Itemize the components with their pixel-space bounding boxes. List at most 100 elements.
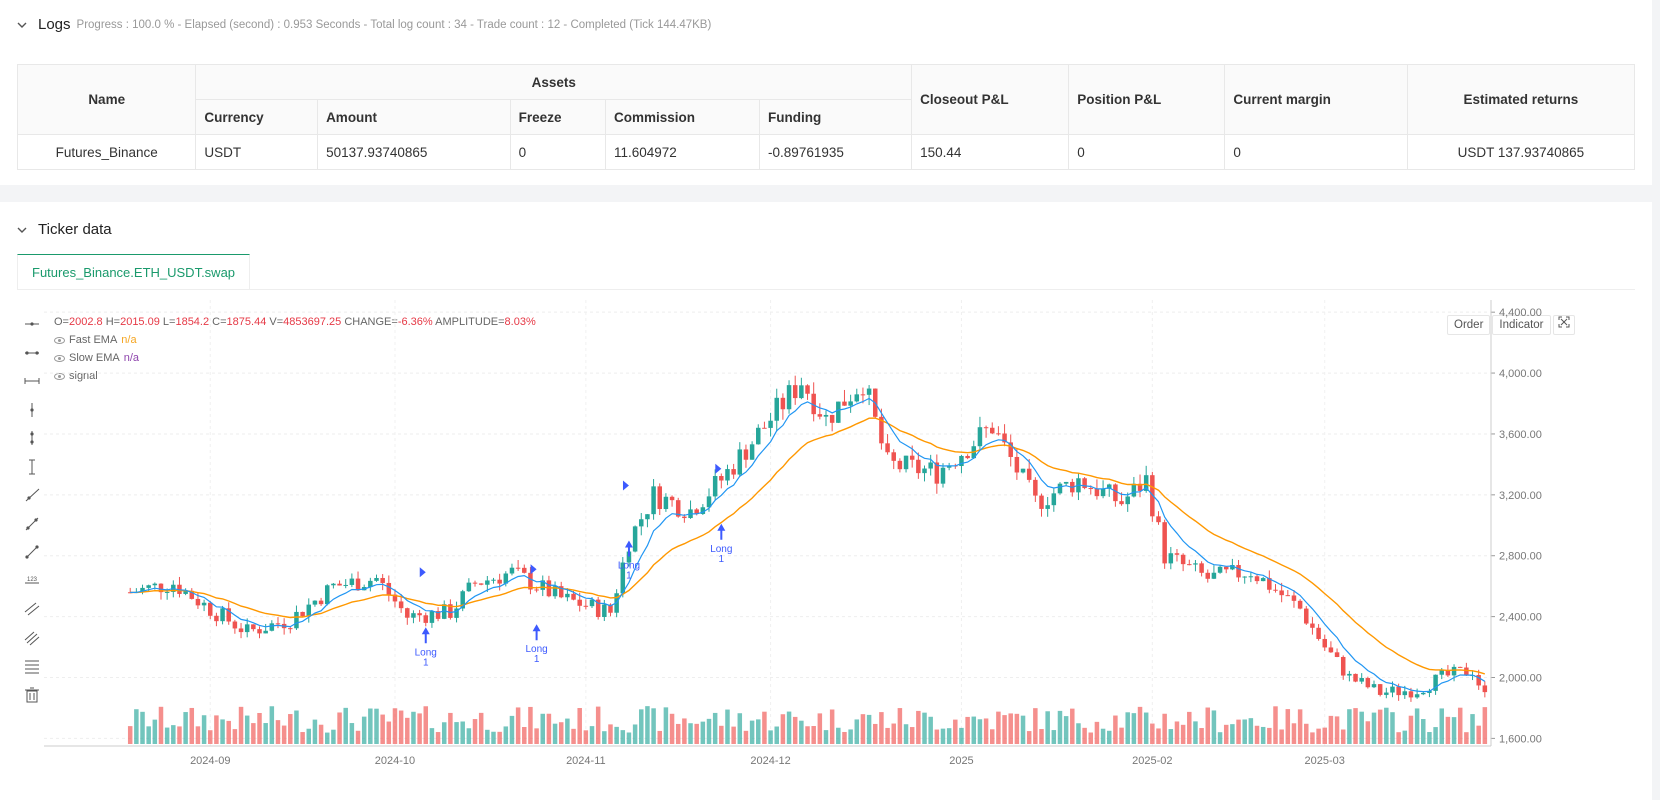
candle-body bbox=[1464, 667, 1469, 676]
candle-body bbox=[1236, 565, 1241, 578]
volume-bar bbox=[238, 706, 244, 744]
volume-bar bbox=[706, 718, 712, 744]
trash-icon[interactable] bbox=[20, 683, 44, 707]
volume-bar bbox=[768, 730, 773, 744]
horizontal-ray-icon[interactable] bbox=[20, 312, 44, 336]
volume-bar bbox=[1236, 719, 1241, 744]
volume-bar bbox=[503, 726, 509, 744]
candle-body bbox=[1371, 684, 1377, 688]
volume-bar bbox=[275, 720, 281, 744]
chart-controls: Order Indicator bbox=[1447, 315, 1575, 335]
segment-icon[interactable] bbox=[20, 540, 44, 564]
candle-body bbox=[675, 500, 681, 517]
ray-icon[interactable] bbox=[20, 483, 44, 507]
vertical-line-icon[interactable] bbox=[20, 426, 44, 450]
slow-ema-line bbox=[130, 417, 1485, 675]
candle-body bbox=[1125, 496, 1130, 505]
volume-bar bbox=[214, 715, 219, 744]
volume-bar bbox=[614, 726, 619, 744]
candle-body bbox=[417, 613, 422, 616]
volume-bar bbox=[989, 729, 995, 744]
candle-body bbox=[1057, 483, 1063, 494]
legend-slow-ema[interactable]: Slow EMA n/a bbox=[54, 349, 536, 367]
candle-body bbox=[1384, 692, 1389, 695]
indicator-button[interactable]: Indicator bbox=[1492, 315, 1551, 335]
candle-body bbox=[164, 591, 170, 593]
candle-body bbox=[700, 507, 706, 514]
candle-body bbox=[595, 599, 601, 618]
tab-eth-usdt-swap[interactable]: Futures_Binance.ETH_USDT.swap bbox=[17, 254, 251, 290]
volume-bar bbox=[294, 710, 299, 744]
logs-header[interactable]: Logs Progress : 100.0 % - Elapsed (secon… bbox=[16, 16, 711, 33]
candle-body bbox=[485, 580, 490, 585]
volume-bar bbox=[780, 714, 786, 744]
header-freeze: Freeze bbox=[509, 99, 606, 135]
candle-body bbox=[651, 486, 656, 515]
vertical-ray-icon[interactable] bbox=[20, 398, 44, 422]
eye-icon[interactable] bbox=[54, 336, 65, 344]
volume-bar bbox=[1057, 710, 1063, 744]
candle-body bbox=[712, 476, 718, 497]
candle-body bbox=[669, 496, 675, 501]
candle-body bbox=[158, 583, 164, 593]
candle-body bbox=[1211, 572, 1217, 579]
candle-body bbox=[719, 476, 724, 481]
candle-body bbox=[294, 611, 299, 629]
volume-bar bbox=[183, 712, 188, 744]
candle-body bbox=[706, 496, 712, 508]
volume-bar bbox=[454, 722, 459, 744]
volume-bar bbox=[201, 715, 207, 744]
logs-panel: Logs Progress : 100.0 % - Elapsed (secon… bbox=[0, 0, 1652, 185]
volume-bar bbox=[1322, 727, 1327, 744]
volume-bar bbox=[891, 723, 896, 744]
volume-bar bbox=[669, 713, 675, 744]
chevron-down-icon[interactable] bbox=[16, 224, 28, 236]
eye-icon[interactable] bbox=[54, 372, 65, 380]
candle-body bbox=[977, 427, 983, 447]
candle-body bbox=[1439, 670, 1444, 675]
eye-icon[interactable] bbox=[54, 354, 65, 362]
fullscreen-icon[interactable] bbox=[1552, 315, 1575, 335]
volume-bar bbox=[318, 724, 324, 744]
legend-fast-ema[interactable]: Fast EMA n/a bbox=[54, 331, 536, 349]
fibonacci-icon[interactable] bbox=[20, 654, 44, 678]
candle-body bbox=[934, 462, 940, 484]
fib-channel-icon[interactable] bbox=[20, 626, 44, 650]
vertical-segment-icon[interactable] bbox=[20, 455, 44, 479]
candle-body bbox=[1359, 678, 1364, 682]
candle-body bbox=[762, 427, 767, 429]
horizontal-segment-icon[interactable] bbox=[20, 369, 44, 393]
volume-bar bbox=[897, 708, 903, 744]
candle-body bbox=[916, 459, 921, 474]
volume-bar bbox=[1304, 723, 1309, 744]
candle-body bbox=[454, 608, 459, 618]
x-tick-label: 2024-09 bbox=[190, 755, 230, 767]
high-value: 2015.09 bbox=[120, 316, 160, 328]
volume-bar bbox=[152, 719, 158, 744]
volume-bar bbox=[1125, 712, 1130, 744]
volume-bar bbox=[398, 710, 404, 744]
order-button[interactable]: Order bbox=[1447, 315, 1491, 335]
candle-body bbox=[891, 452, 896, 461]
candle-body bbox=[860, 394, 866, 396]
volume-bar bbox=[1156, 728, 1161, 744]
candle-body bbox=[429, 611, 435, 623]
candle-body bbox=[1094, 488, 1100, 497]
amplitude-value: 8.03% bbox=[504, 316, 536, 328]
volume-bar bbox=[1359, 711, 1364, 744]
price-line-icon[interactable]: 123 bbox=[20, 569, 44, 593]
candle-body bbox=[743, 449, 749, 460]
parallel-channel-icon[interactable] bbox=[20, 597, 44, 621]
candle-body bbox=[208, 602, 213, 616]
candle-body bbox=[983, 427, 989, 429]
horizontal-line-icon[interactable] bbox=[20, 341, 44, 365]
candle-body bbox=[682, 516, 687, 519]
chevron-down-icon[interactable] bbox=[16, 19, 28, 31]
signal-arrow bbox=[532, 624, 541, 641]
x-tick-label: 2025-03 bbox=[1305, 755, 1345, 767]
trend-line-icon[interactable] bbox=[20, 512, 44, 536]
price-chart[interactable]: 4,400.00 4,000.00 3,600.00 3,200.00 2,800.00… bbox=[44, 300, 1644, 790]
volume-bar bbox=[232, 729, 238, 744]
candle-body bbox=[1328, 647, 1334, 653]
ticker-header[interactable]: Ticker data bbox=[16, 221, 112, 238]
